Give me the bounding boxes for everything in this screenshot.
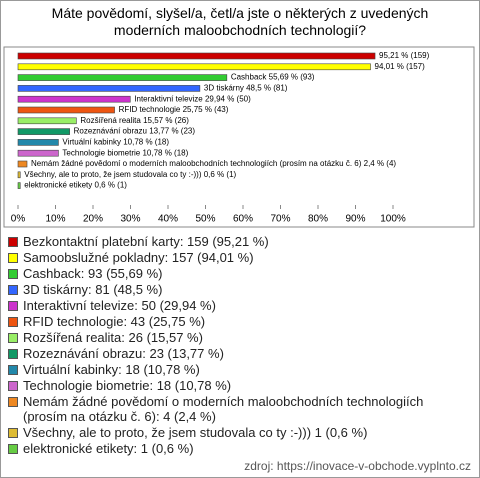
x-tick-label: 70% bbox=[270, 214, 290, 225]
legend-item: RFID technologie: 43 (25,75 %) bbox=[7, 314, 469, 329]
legend-item: Všechny, ale to proto, že jsem studovala… bbox=[7, 425, 469, 440]
legend-label: elektronické etikety: 1 (0,6 %) bbox=[23, 441, 194, 456]
legend-label: RFID technologie: 43 (25,75 %) bbox=[23, 314, 206, 329]
legend-swatch bbox=[8, 269, 18, 279]
chart: 0% 10% 20% 30% 40% 50% 60% 70% 80% 90% 100% 95,21 %… bbox=[3, 46, 475, 228]
legend-label: Technologie biometrie: 18 (10,78 %) bbox=[23, 378, 232, 393]
legend-item: Rozšířená realita: 26 (15,57 %) bbox=[7, 330, 469, 345]
legend-item: Samoobslužné pokladny: 157 (94,01 %) bbox=[7, 250, 469, 265]
value-label: elektronické etikety 0,6 % (1) bbox=[24, 181, 127, 190]
legend-label: Interaktivní televize: 50 (29,94 %) bbox=[23, 298, 216, 313]
value-label: 94,01 % (157) bbox=[375, 62, 426, 71]
legend-swatch bbox=[8, 317, 18, 327]
bar bbox=[17, 149, 59, 157]
legend-swatch bbox=[8, 285, 18, 295]
x-tick-label: 0% bbox=[11, 214, 26, 225]
legend-swatch bbox=[8, 253, 18, 263]
legend-item: Rozeznávání obrazu: 23 (13,77 %) bbox=[7, 346, 469, 361]
x-tick-label: 30% bbox=[120, 214, 140, 225]
bar bbox=[17, 117, 77, 125]
legend-label: Samoobslužné pokladny: 157 (94,01 %) bbox=[23, 250, 254, 265]
legend-item: Virtuální kabinky: 18 (10,78 %) bbox=[7, 362, 469, 377]
legend-swatch bbox=[8, 365, 18, 375]
plot-frame bbox=[3, 46, 475, 228]
bar bbox=[17, 85, 201, 92]
x-tick-label: 80% bbox=[308, 214, 328, 225]
bar bbox=[17, 139, 59, 146]
legend-swatch bbox=[8, 301, 18, 311]
value-label: RFID technologie 25,75 % (43) bbox=[119, 105, 229, 114]
legend-label: Rozšířená realita: 26 (15,57 %) bbox=[23, 330, 203, 345]
legend-swatch bbox=[8, 333, 18, 343]
bar bbox=[17, 160, 28, 168]
legend-item: Technologie biometrie: 18 (10,78 %) bbox=[7, 378, 469, 393]
x-tick-label: 100% bbox=[380, 214, 406, 225]
legend-label: Nemám žádné povědomí o moderních maloobc… bbox=[23, 394, 424, 424]
bar bbox=[17, 171, 21, 179]
value-label: Nemám žádné povědomí o moderních maloobc… bbox=[31, 159, 396, 168]
x-tick-label: 40% bbox=[158, 214, 178, 225]
legend-swatch bbox=[8, 428, 18, 438]
x-tick-label: 50% bbox=[195, 214, 215, 225]
x-tick-label: 10% bbox=[45, 214, 65, 225]
bar bbox=[17, 52, 376, 60]
value-label: Všechny, ale to proto, že jsem studovala… bbox=[24, 170, 236, 179]
x-tick-label: 90% bbox=[345, 214, 365, 225]
legend-label: 3D tiskárny: 81 (48,5 %) bbox=[23, 282, 163, 297]
legend: Bezkontaktní platební karty: 159 (95,21 … bbox=[7, 234, 469, 457]
source: zdroj: https://inovace-v-obchode.vyplnto… bbox=[244, 459, 471, 473]
legend-label: Bezkontaktní platební karty: 159 (95,21 … bbox=[23, 234, 269, 249]
value-label: Cashback 55,69 % (93) bbox=[231, 73, 315, 82]
bar bbox=[17, 106, 115, 114]
chart-title: Máte povědomí, slyšel/a, četl/a jste o n… bbox=[51, 5, 429, 38]
legend-swatch bbox=[8, 237, 18, 247]
legend-swatch bbox=[8, 397, 18, 407]
x-tick-label: 20% bbox=[83, 214, 103, 225]
bar bbox=[17, 63, 371, 71]
legend-item: Bezkontaktní platební karty: 159 (95,21 … bbox=[7, 234, 469, 249]
legend-label: Všechny, ale to proto, že jsem studovala… bbox=[23, 425, 368, 440]
legend-swatch bbox=[8, 349, 18, 359]
value-label: Interaktivní televize 29,94 % (50) bbox=[134, 94, 251, 103]
bar bbox=[17, 182, 21, 189]
legend-item: elektronické etikety: 1 (0,6 %) bbox=[7, 441, 469, 456]
legend-swatch bbox=[8, 444, 18, 454]
value-label: Virtuální kabinky 10,78 % (18) bbox=[62, 138, 169, 147]
bar bbox=[17, 95, 131, 103]
value-label: Rozeznávání obrazu 13,77 % (23) bbox=[74, 127, 196, 136]
bar bbox=[17, 74, 228, 81]
value-label: Rozšířená realita 15,57 % (26) bbox=[80, 116, 189, 125]
x-tick-label: 60% bbox=[233, 214, 253, 225]
legend-swatch bbox=[8, 381, 18, 391]
legend-label: Cashback: 93 (55,69 %) bbox=[23, 266, 163, 281]
value-label: 3D tiskárny 48,5 % (81) bbox=[204, 84, 288, 93]
legend-item: Interaktivní televize: 50 (29,94 %) bbox=[7, 298, 469, 313]
bar bbox=[17, 128, 70, 135]
legend-item: Cashback: 93 (55,69 %) bbox=[7, 266, 469, 281]
value-label: 95,21 % (159) bbox=[379, 51, 430, 60]
legend-label: Virtuální kabinky: 18 (10,78 %) bbox=[23, 362, 200, 377]
legend-item: Nemám žádné povědomí o moderních maloobc… bbox=[7, 394, 469, 424]
legend-label: Rozeznávání obrazu: 23 (13,77 %) bbox=[23, 346, 224, 361]
value-label: Technologie biometrie 10,78 % (18) bbox=[62, 148, 188, 157]
legend-item: 3D tiskárny: 81 (48,5 %) bbox=[7, 282, 469, 297]
